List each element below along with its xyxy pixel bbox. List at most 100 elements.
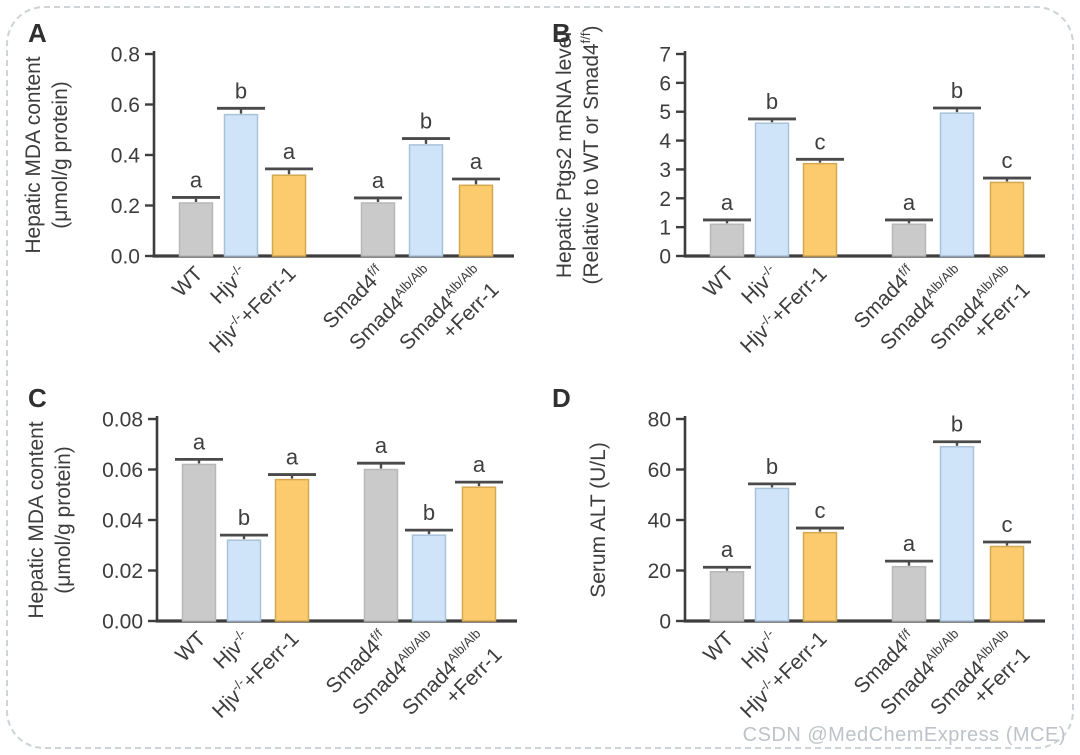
y-tick-label: 7 <box>659 44 671 67</box>
bar <box>989 545 1025 622</box>
y-tick-label: 80 <box>648 409 671 432</box>
y-tick-label: 0.08 <box>102 409 143 432</box>
sig-letter: b <box>238 505 250 530</box>
chart-d-serum-alt-bar-chart: Serum ALT (U/L)020406080aWTbHjv-/-cHjv-/… <box>587 409 1045 723</box>
bar <box>891 565 927 622</box>
bar <box>411 534 447 622</box>
y-axis-label-line: Hepatic MDA content <box>22 56 45 253</box>
y-tick-label: 0 <box>659 246 671 269</box>
bar <box>181 463 217 622</box>
y-tick-label: 0.8 <box>111 44 140 67</box>
panel-a: A Hepatic MDA content (μmol/g protein) 0.0… <box>16 10 540 375</box>
y-tick-label: 4 <box>659 130 671 153</box>
sig-letter: b <box>951 412 963 437</box>
sig-letter: a <box>375 433 388 458</box>
bar <box>709 571 745 622</box>
sig-letter: b <box>766 89 778 114</box>
chart-b-hepatic-ptgs2-mrna-bar-chart: Hepatic Ptgs2 mRNA level (Relative to WT … <box>553 25 1045 358</box>
sig-letter: c <box>815 129 826 154</box>
sig-letter: a <box>286 445 299 470</box>
panel-b: B Hepatic Ptgs2 mRNA level (Relative to W… <box>540 10 1064 375</box>
bar <box>226 539 262 622</box>
chart-c-hepatic-mda-bar-chart: Hepatic MDA content (μmol/g protein) 0.00 0… <box>25 409 517 723</box>
y-axis-label-line: Hepatic Ptgs2 mRNA level <box>553 32 576 278</box>
y-tick-label: 0.2 <box>111 195 140 218</box>
bar <box>178 202 214 257</box>
sig-letter: b <box>766 454 778 479</box>
sig-letter: a <box>283 139 296 164</box>
y-tick-label: 6 <box>659 72 671 95</box>
sig-letter: a <box>903 531 916 556</box>
x-category-label: Hjv-/-+Ferr-1 <box>204 261 301 358</box>
panel-label-d: D <box>552 383 572 413</box>
bar <box>754 122 790 257</box>
panel-d: D Serum ALT (U/L) 0 20 40 60 80 a WT b Hjv-/- c Hjv… <box>540 375 1064 740</box>
sig-letter: a <box>470 149 483 174</box>
sig-letter: b <box>423 500 435 525</box>
y-axis-label-line: (Relative to WT or Smad4f/f) <box>578 25 603 284</box>
x-category-label: Hjv-/-+Ferr-1 <box>207 626 304 723</box>
sig-letter: b <box>951 78 963 103</box>
panel-label-c: C <box>28 383 48 413</box>
sig-letter: a <box>372 168 385 193</box>
bar <box>754 487 790 622</box>
bar <box>458 184 494 257</box>
bar <box>802 531 838 622</box>
panel-c: C Hepatic MDA content (μmol/g protein) 0.0… <box>16 375 540 740</box>
y-tick-label: 60 <box>648 459 671 482</box>
x-category-label: WT <box>168 262 207 301</box>
bar <box>408 144 444 257</box>
bar <box>891 223 927 257</box>
y-axis-label-line: (μmol/g protein) <box>52 446 75 593</box>
sig-letter: a <box>903 190 916 215</box>
sig-letter: c <box>1002 148 1013 173</box>
sig-letter: b <box>420 109 432 134</box>
sig-letter: b <box>235 78 247 103</box>
x-category-label: Hjv-/-+Ferr-1 <box>735 626 832 723</box>
x-category-label: WT <box>699 627 738 666</box>
bar <box>709 223 745 257</box>
sig-letter: a <box>190 167 203 192</box>
bar <box>802 162 838 257</box>
bar <box>274 478 310 622</box>
sig-letter: a <box>721 190 734 215</box>
sig-letter: c <box>815 498 826 523</box>
panel-grid: A Hepatic MDA content (μmol/g protein) 0.0… <box>16 10 1064 740</box>
y-tick-label: 0.06 <box>102 459 143 482</box>
bar <box>363 468 399 622</box>
y-tick-label: 5 <box>659 101 671 124</box>
bar <box>461 486 497 622</box>
x-category-label: WT <box>699 262 738 301</box>
sig-letter: a <box>473 452 486 477</box>
x-category-label: Hjv-/-+Ferr-1 <box>735 261 832 358</box>
sig-letter: c <box>1002 512 1013 537</box>
y-axis-label-line: (μmol/g protein) <box>49 81 72 228</box>
y-tick-label: 0 <box>659 611 671 634</box>
y-axis-label-line: Hepatic MDA content <box>25 421 48 618</box>
y-tick-label: 0.4 <box>111 145 141 168</box>
bar <box>939 446 975 622</box>
y-tick-label: 0.0 <box>111 246 140 269</box>
y-tick-label: 0.00 <box>102 611 143 634</box>
sig-letter: a <box>193 429 206 454</box>
y-tick-label: 1 <box>659 217 671 240</box>
y-tick-label: 0.6 <box>111 94 140 117</box>
bar <box>989 181 1025 257</box>
watermark: CSDN @MedChemExpress (MCE) <box>742 724 1066 746</box>
chart-a-hepatic-mda-bar-chart: Hepatic MDA content (μmol/g protein) 0.0 0.… <box>22 44 514 358</box>
y-tick-label: 40 <box>648 510 671 533</box>
y-tick-label: 0.02 <box>102 560 143 583</box>
panel-label-a: A <box>28 18 48 48</box>
y-tick-label: 20 <box>648 560 671 583</box>
y-tick-label: 3 <box>659 159 671 182</box>
bar <box>223 113 259 257</box>
bar <box>939 112 975 257</box>
y-axis-label-line: Serum ALT (U/L) <box>587 442 610 598</box>
y-tick-label: 2 <box>659 188 671 211</box>
bar <box>271 174 307 257</box>
x-category-label: WT <box>171 627 210 666</box>
sig-letter: a <box>721 537 734 562</box>
bar <box>360 202 396 257</box>
panel-label-b: B <box>552 18 572 48</box>
